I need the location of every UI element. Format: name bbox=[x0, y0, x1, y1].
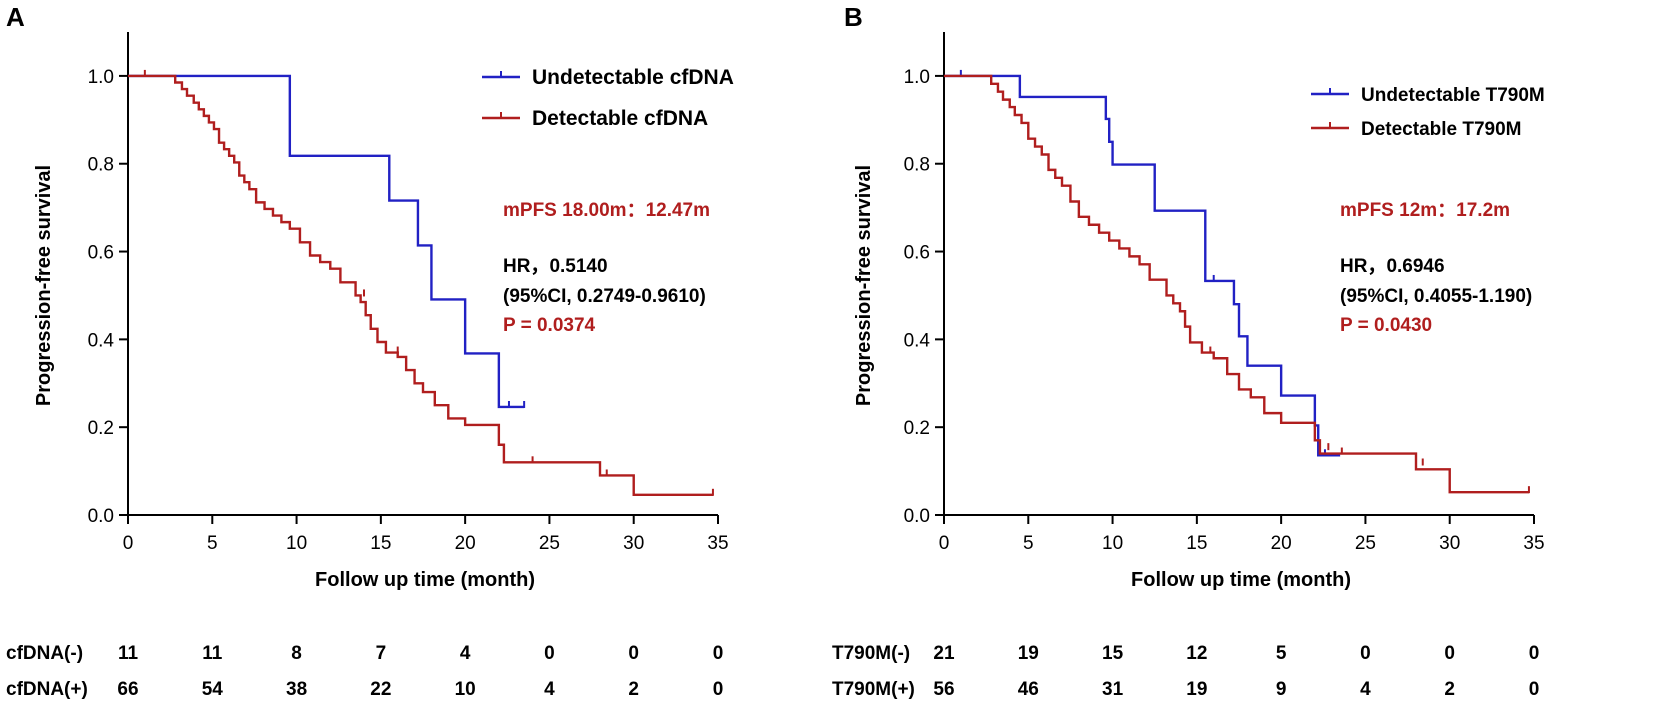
x-tick-label: 20 bbox=[455, 533, 476, 554]
ci-annotation: (95%CI, 0.2749-0.9610) bbox=[503, 286, 706, 307]
risk-count: 9 bbox=[1276, 679, 1287, 700]
x-tick-label: 25 bbox=[539, 533, 560, 554]
y-tick-label: 0.6 bbox=[904, 243, 930, 264]
x-axis-label: Follow up time (month) bbox=[315, 569, 535, 591]
km-curve-detectable bbox=[128, 74, 713, 497]
x-tick-label: 30 bbox=[1439, 533, 1460, 554]
risk-count: 0 bbox=[1529, 679, 1540, 700]
y-tick-label: 1.0 bbox=[904, 67, 930, 88]
risk-count: 4 bbox=[1360, 679, 1371, 700]
y-tick-label: 0.2 bbox=[88, 418, 114, 439]
x-tick-label: 35 bbox=[1523, 533, 1544, 554]
y-tick-label: 0.2 bbox=[904, 418, 930, 439]
panel-label: B bbox=[844, 2, 863, 32]
legend-label: Detectable cfDNA bbox=[532, 107, 708, 130]
risk-count: 66 bbox=[117, 679, 138, 700]
risk-row-label: cfDNA(+) bbox=[6, 679, 88, 700]
risk-count: 0 bbox=[1444, 643, 1455, 664]
x-axis-label: Follow up time (month) bbox=[1131, 569, 1351, 591]
risk-row-label: cfDNA(-) bbox=[6, 643, 83, 664]
risk-row-label: T790M(+) bbox=[832, 679, 915, 700]
risk-count: 21 bbox=[933, 643, 955, 664]
risk-count: 46 bbox=[1018, 679, 1039, 700]
risk-count: 15 bbox=[1102, 643, 1124, 664]
x-tick-label: 10 bbox=[286, 533, 307, 554]
risk-count: 2 bbox=[628, 679, 639, 700]
y-tick-label: 1.0 bbox=[88, 67, 114, 88]
risk-count: 31 bbox=[1102, 679, 1124, 700]
risk-count: 7 bbox=[376, 643, 387, 664]
risk-count: 0 bbox=[544, 643, 555, 664]
risk-count: 56 bbox=[933, 679, 954, 700]
km-panel-a: A0 5 10 15 20 25 30 350.00.20.40.60.81.0Follow … bbox=[6, 2, 734, 700]
risk-count: 0 bbox=[1360, 643, 1371, 664]
legend-label: Undetectable T790M bbox=[1361, 85, 1545, 106]
mpfs-annotation: mPFS 12m：17.2m bbox=[1340, 200, 1510, 221]
y-axis-label: Progression-free survival bbox=[33, 165, 55, 406]
risk-count: 5 bbox=[1276, 643, 1287, 664]
x-tick-label: 20 bbox=[1271, 533, 1292, 554]
risk-count: 8 bbox=[291, 643, 302, 664]
risk-count: 19 bbox=[1018, 643, 1039, 664]
y-axis-label: Progression-free survival bbox=[853, 165, 875, 406]
x-tick-label: 30 bbox=[623, 533, 644, 554]
hr-annotation: HR，0.6946 bbox=[1340, 256, 1445, 277]
risk-count: 12 bbox=[1186, 643, 1207, 664]
x-tick-label: 35 bbox=[707, 533, 728, 554]
risk-count: 0 bbox=[713, 679, 724, 700]
risk-count: 38 bbox=[286, 679, 307, 700]
risk-count: 22 bbox=[370, 679, 391, 700]
km-panel-b: B0 5 10 15 20 25 30 350.00.20.40.60.81.0Follow … bbox=[832, 2, 1545, 700]
risk-row-label: T790M(-) bbox=[832, 643, 910, 664]
p-value-annotation: P = 0.0374 bbox=[503, 315, 596, 336]
risk-count: 19 bbox=[1186, 679, 1207, 700]
x-tick-label: 0 bbox=[939, 533, 950, 554]
risk-count: 0 bbox=[713, 643, 724, 664]
x-tick-label: 15 bbox=[370, 533, 391, 554]
p-value-annotation: P = 0.0430 bbox=[1340, 315, 1432, 336]
y-tick-label: 0.0 bbox=[904, 506, 930, 527]
x-tick-label: 15 bbox=[1186, 533, 1207, 554]
x-tick-label: 5 bbox=[1023, 533, 1034, 554]
legend-label: Detectable T790M bbox=[1361, 119, 1522, 140]
risk-count: 0 bbox=[628, 643, 639, 664]
km-curve-undetectable bbox=[128, 74, 525, 409]
y-tick-label: 0.8 bbox=[88, 155, 114, 176]
y-tick-label: 0.4 bbox=[88, 330, 115, 351]
y-tick-label: 0.8 bbox=[904, 155, 930, 176]
risk-count: 10 bbox=[455, 679, 476, 700]
mpfs-annotation: mPFS 18.00m：12.47m bbox=[503, 200, 710, 221]
y-tick-label: 0.0 bbox=[88, 506, 114, 527]
panel-label: A bbox=[6, 2, 25, 32]
risk-count: 11 bbox=[202, 643, 223, 664]
x-tick-label: 10 bbox=[1102, 533, 1123, 554]
y-tick-label: 0.4 bbox=[904, 330, 931, 351]
risk-count: 11 bbox=[118, 643, 139, 664]
risk-count: 4 bbox=[460, 643, 471, 664]
km-curve-detectable bbox=[944, 74, 1529, 494]
hr-annotation: HR，0.5140 bbox=[503, 256, 608, 277]
legend-label: Undetectable cfDNA bbox=[532, 66, 734, 89]
risk-count: 54 bbox=[202, 679, 224, 700]
x-tick-label: 25 bbox=[1355, 533, 1376, 554]
ci-annotation: (95%CI, 0.4055-1.190) bbox=[1340, 286, 1532, 307]
x-tick-label: 5 bbox=[207, 533, 218, 554]
y-tick-label: 0.6 bbox=[88, 243, 114, 264]
x-tick-label: 0 bbox=[123, 533, 134, 554]
km-curve-undetectable bbox=[944, 74, 1341, 457]
risk-count: 0 bbox=[1529, 643, 1540, 664]
risk-count: 2 bbox=[1444, 679, 1455, 700]
risk-count: 4 bbox=[544, 679, 555, 700]
